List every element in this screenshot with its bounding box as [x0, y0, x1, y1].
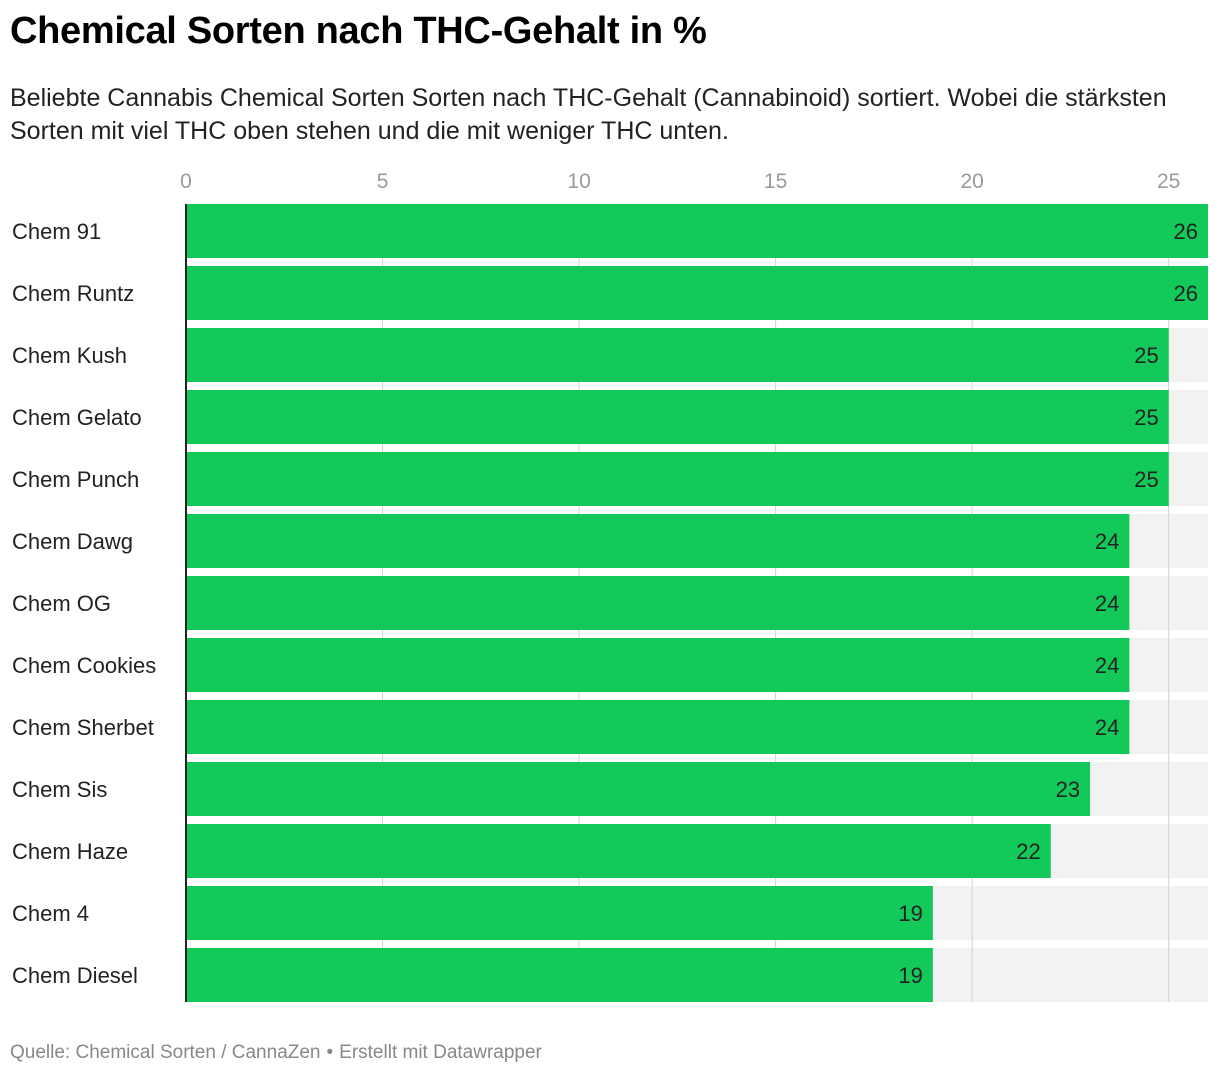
category-label: Chem Diesel: [12, 963, 138, 988]
category-label: Chem Cookies: [12, 653, 156, 678]
value-label: 23: [1056, 777, 1080, 802]
x-tick-label: 20: [960, 170, 983, 193]
bars-layer: [186, 204, 1208, 1002]
value-label: 24: [1095, 591, 1119, 616]
value-label: 24: [1095, 715, 1119, 740]
value-label: 24: [1095, 653, 1119, 678]
category-label: Chem Dawg: [12, 529, 133, 554]
x-tick-label: 5: [377, 170, 389, 193]
value-label: 19: [898, 963, 922, 988]
x-tick-label: 25: [1157, 170, 1180, 193]
bar: [186, 824, 1051, 878]
value-label: 24: [1095, 529, 1119, 554]
value-label: 22: [1016, 839, 1040, 864]
category-label: Chem Punch: [12, 467, 139, 492]
bar: [186, 452, 1169, 506]
bar-chart: 0 5 10 15 20 25 Chem 91 26 Chem Runtz 26 Chem Kush…: [12, 170, 1208, 1002]
x-tick-label: 15: [764, 170, 787, 193]
bar: [186, 576, 1130, 630]
bar: [186, 328, 1169, 382]
bar: [186, 700, 1130, 754]
source-note: Quelle: Chemical Sorten / CannaZen: [10, 1042, 321, 1063]
bar: [186, 948, 933, 1002]
value-label: 25: [1134, 343, 1158, 368]
category-label: Chem Gelato: [12, 405, 142, 430]
category-label: Chem OG: [12, 591, 111, 616]
category-label: Chem 91: [12, 219, 101, 244]
bar: [186, 266, 1208, 320]
chart-subtitle: Beliebte Cannabis Chemical Sorten Sorten…: [10, 84, 1167, 145]
chart-footer: Quelle: Chemical Sorten / CannaZen • Erste…: [10, 1042, 542, 1064]
footer-separator: •: [326, 1042, 334, 1063]
value-label: 25: [1134, 467, 1158, 492]
category-label: Chem 4: [12, 901, 89, 926]
value-label: 26: [1174, 219, 1198, 244]
category-label: Chem Sherbet: [12, 715, 154, 740]
bar: [186, 886, 933, 940]
bar: [186, 390, 1169, 444]
bar: [186, 762, 1091, 816]
value-label: 26: [1174, 281, 1198, 306]
category-label: Chem Runtz: [12, 281, 134, 306]
chart-title: Chemical Sorten nach THC-Gehalt in %: [10, 10, 707, 52]
bar: [186, 638, 1130, 692]
bar: [186, 204, 1208, 258]
labels-layer: 0 5 10 15 20 25 Chem 91 26 Chem Runtz 26 Chem Kush…: [12, 170, 1198, 1002]
bar: [186, 514, 1130, 568]
category-label: Chem Sis: [12, 777, 107, 802]
x-tick-label: 0: [180, 170, 192, 193]
value-label: 25: [1134, 405, 1158, 430]
credit-note: Erstellt mit Datawrapper: [339, 1042, 542, 1063]
category-label: Chem Haze: [12, 839, 128, 864]
x-tick-label: 10: [567, 170, 590, 193]
value-label: 19: [898, 901, 922, 926]
category-label: Chem Kush: [12, 343, 127, 368]
